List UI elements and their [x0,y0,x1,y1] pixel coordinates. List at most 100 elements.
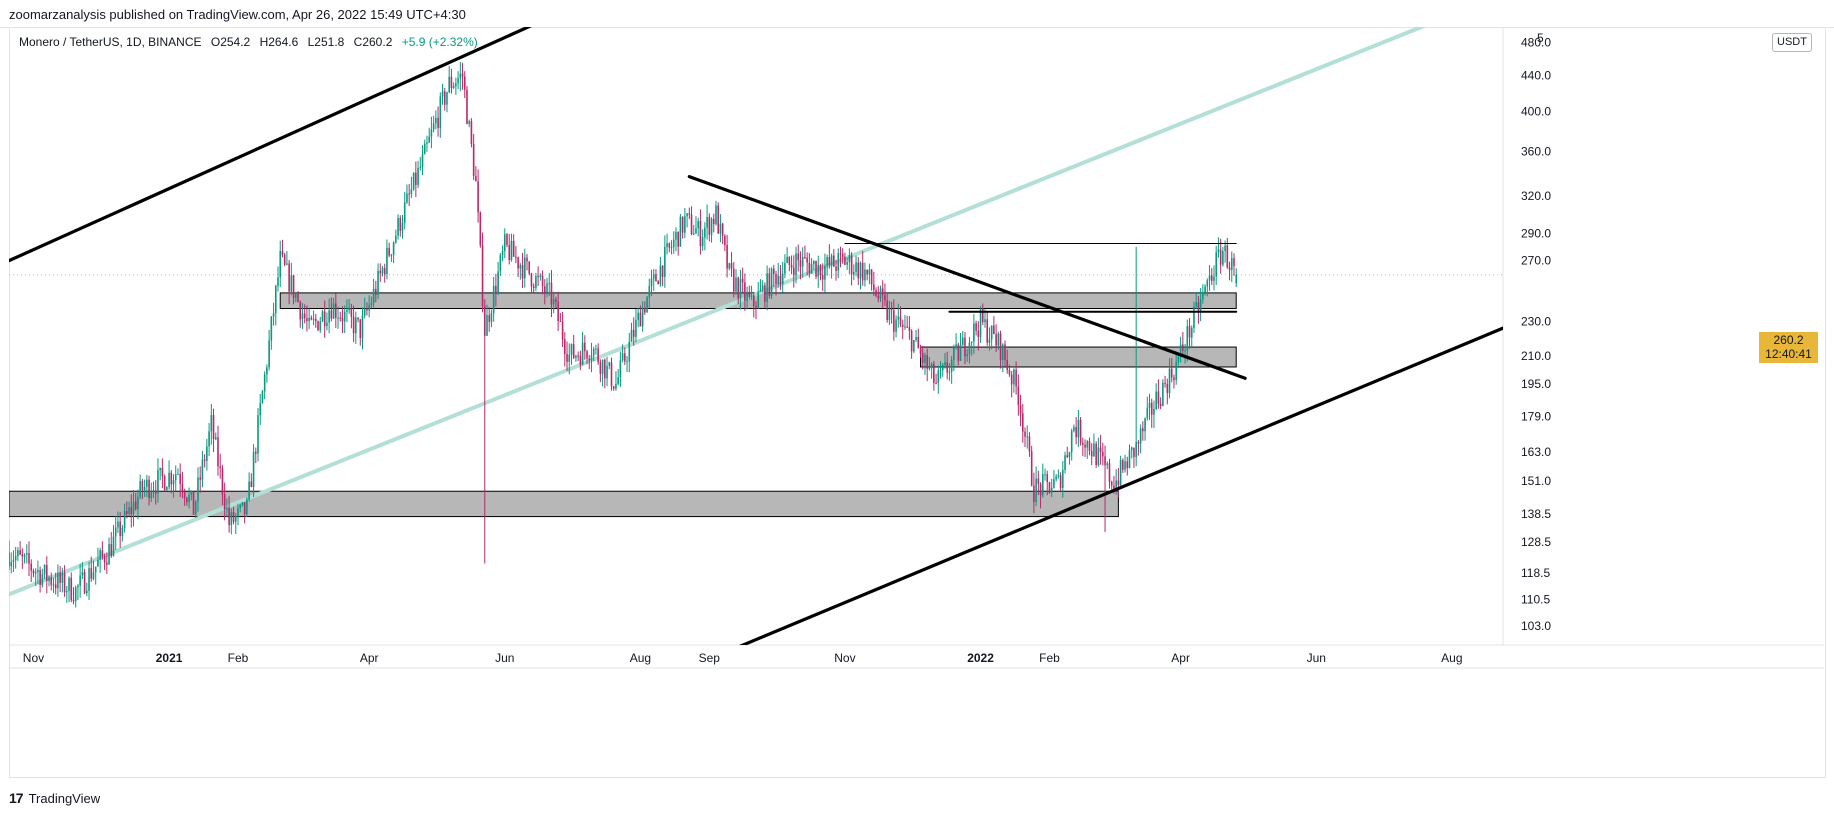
candle-body [1057,475,1060,477]
candle-body [299,301,302,320]
candle-body [277,277,279,286]
candle-body [1077,419,1080,438]
candle-body [1126,461,1129,469]
y-tick-label: 118.5 [1521,566,1550,580]
candle-body [844,257,846,265]
candle-body [828,257,831,266]
candle-body [1106,463,1109,466]
candle-body [817,264,820,277]
candle-body [319,321,322,331]
candle-body [48,577,50,581]
candle-body [423,143,426,155]
candle-body [1026,436,1029,438]
candle-body [452,86,455,88]
candle-body [1066,455,1069,457]
candle-body [274,285,277,314]
candle-body [601,359,604,374]
chart-frame [9,27,1826,778]
currency-button[interactable]: USDT [1772,33,1812,52]
candle-body [457,78,459,84]
candle-body [1050,487,1053,493]
candle-body [352,316,355,334]
candle-body [32,570,35,574]
candle-body [272,313,275,317]
candle-body [361,315,364,338]
candle-body [443,91,446,105]
candle-body [586,351,588,359]
candle-body [130,507,133,515]
candle-body [503,234,506,251]
candle-body [186,497,188,503]
candle-body [1210,275,1213,281]
footer: 17 TradingView [9,790,100,806]
footer-brand: TradingView [28,790,101,806]
candle-body [383,268,386,275]
candle-body [335,303,337,318]
candle-body [219,466,222,469]
candle-body [659,265,662,285]
candle-body [310,317,313,320]
candle-body [357,317,359,320]
candle-body [1230,258,1233,270]
trendline-upper-channel[interactable] [9,8,569,263]
candle-body [1137,442,1140,444]
candle-body [123,511,126,528]
candle-body [1128,450,1131,469]
candle-body [201,459,204,480]
candle-body [1164,382,1166,384]
candle-body [948,371,951,373]
candle-body [463,76,466,90]
y-tick-label: 163.0 [1521,445,1551,459]
candle-body [735,277,737,292]
candle-body [303,313,306,319]
candle-body [933,363,935,383]
x-tick-label: Aug [630,651,651,665]
candle-body [799,260,802,267]
candle-body [1021,413,1024,432]
candle-body [826,257,828,266]
candle-body [677,231,679,247]
candle-body [1170,368,1173,378]
trendline-lower-channel[interactable] [734,326,1503,649]
candle-body [1157,391,1160,404]
candle-body [448,76,450,93]
zone-2[interactable] [9,490,1119,518]
candle-body [566,353,568,362]
candle-body [884,295,886,301]
candle-body [806,257,808,263]
candle-body [25,553,28,555]
candle-body [539,275,542,277]
candle-body [959,345,962,361]
candle-body [557,301,559,321]
candle-body [790,264,793,268]
candle-body [241,502,244,506]
candle-body [1193,306,1195,328]
candle-body [846,262,848,265]
candle-body [977,330,980,337]
candle-body [419,167,422,169]
candle-body [950,359,953,372]
trendline-descending-trendline[interactable] [687,175,1247,380]
candle-body [1004,344,1006,360]
candle-body [94,566,97,573]
candle-body [141,481,144,491]
candle-body [592,348,595,356]
candle-body [132,501,135,515]
candle-body [70,577,73,601]
candle-body [506,234,508,245]
candle-body [839,253,842,255]
candle-body [379,270,382,274]
candle-body [1155,391,1157,409]
candle-body [988,339,991,343]
candle-body [1084,444,1086,448]
candle-body [835,266,837,271]
candle-body [477,181,479,213]
candle-body [1090,450,1093,457]
candle-body [775,273,777,285]
candle-body [808,262,811,274]
y-tick-label: 400.0 [1521,105,1551,119]
candle-body [830,255,833,266]
y-tick-label: 195.0 [1521,377,1551,391]
candle-body [746,293,748,301]
